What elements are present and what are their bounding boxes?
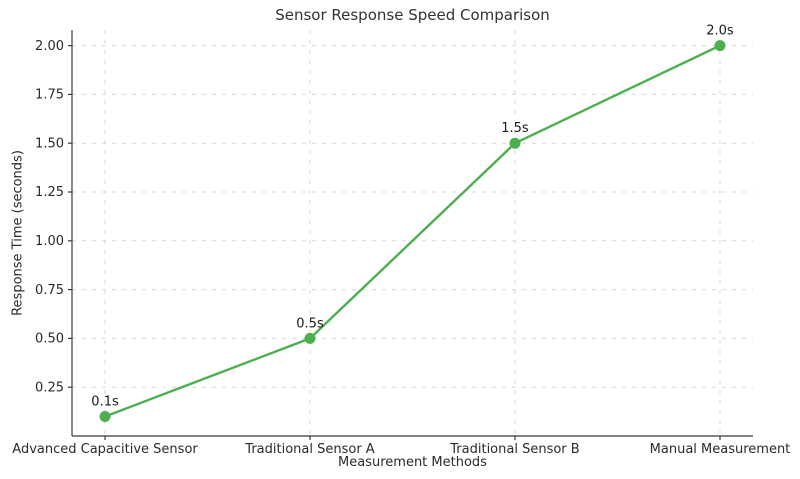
data-point	[99, 410, 111, 422]
y-tick-label: 0.75	[35, 283, 64, 298]
x-category-label: Traditional Sensor A	[244, 442, 375, 457]
x-axis-label: Measurement Methods	[338, 455, 487, 470]
y-tick-label: 1.25	[35, 185, 64, 200]
chart-title: Sensor Response Speed Comparison	[275, 6, 550, 24]
data-point-label: 1.5s	[501, 121, 529, 136]
data-point	[304, 332, 316, 344]
data-point-label: 2.0s	[706, 24, 734, 39]
y-tick-label: 1.00	[35, 234, 64, 249]
y-tick-label: 1.75	[35, 88, 64, 103]
y-tick-label: 0.50	[35, 332, 64, 347]
y-tick-label: 2.00	[35, 39, 64, 54]
x-category-label: Traditional Sensor B	[449, 442, 579, 457]
y-tick-label: 1.50	[35, 136, 64, 151]
data-point-label: 0.1s	[91, 394, 119, 409]
y-axis-label: Response Time (seconds)	[10, 150, 26, 316]
x-category-label: Manual Measurement	[650, 442, 791, 457]
data-point	[509, 137, 521, 149]
y-tick-label: 0.25	[35, 380, 64, 395]
data-line	[103, 44, 722, 418]
data-point	[714, 40, 726, 52]
x-category-label: Advanced Capacitive Sensor	[12, 442, 198, 457]
data-point-label: 0.5s	[296, 316, 324, 331]
